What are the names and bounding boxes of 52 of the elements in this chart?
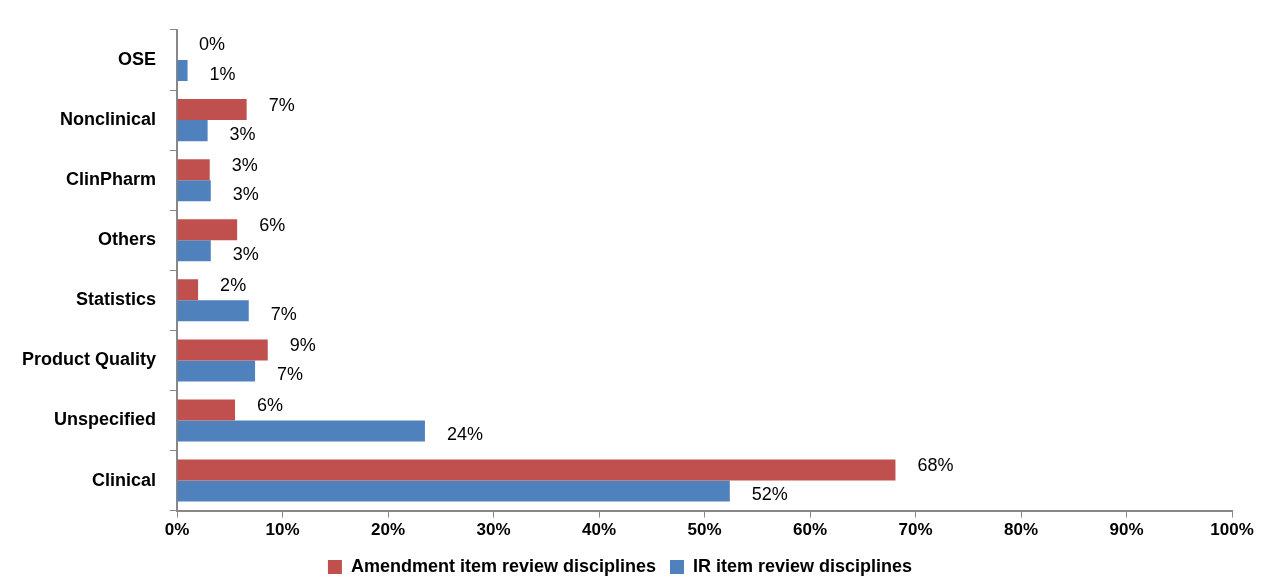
bar [177, 399, 236, 421]
x-tick-label: 10% [265, 520, 300, 540]
data-label: 3% [229, 123, 256, 144]
data-label: 3% [232, 183, 259, 204]
bar [177, 300, 249, 322]
bar [177, 240, 211, 262]
data-label: 6% [257, 394, 284, 415]
x-tick-label: 40% [581, 520, 617, 540]
data-label: 1% [209, 63, 236, 84]
data-label: 7% [270, 303, 297, 324]
data-label: 52% [751, 484, 788, 505]
bar [177, 99, 247, 121]
x-tick-label: 20% [371, 520, 406, 540]
y-tick-label: Others [97, 229, 157, 250]
x-tick-label: 0% [164, 520, 190, 540]
x-tick-label: 30% [476, 520, 511, 540]
data-label: 6% [259, 214, 286, 235]
y-tick-label: Product Quality [22, 349, 157, 370]
x-tick-label: 50% [687, 520, 722, 540]
data-label: 7% [268, 94, 295, 115]
x-tick-label: 70% [898, 520, 933, 540]
x-tick-label: 80% [1003, 520, 1039, 540]
data-label: 9% [289, 334, 316, 355]
y-tick-label: Statistics [75, 289, 157, 310]
x-tick-label: 90% [1109, 520, 1144, 540]
bar [177, 120, 208, 142]
data-label: 68% [917, 455, 954, 476]
data-label: 2% [220, 274, 247, 295]
bar [177, 339, 268, 361]
legend-label: IR item review disciplines [693, 555, 913, 576]
data-label: 7% [277, 363, 304, 384]
y-tick-label: Unspecified [53, 409, 157, 430]
bar [177, 180, 211, 202]
y-tick-label: OSE [118, 49, 157, 70]
data-label: 0% [199, 34, 226, 55]
x-tick-label: 100% [1210, 520, 1254, 540]
bar [177, 159, 210, 181]
bar [177, 459, 896, 481]
bar [177, 279, 199, 301]
y-tick-label: Nonclinical [59, 109, 157, 130]
data-label: 24% [446, 423, 483, 444]
legend-label: Amendment item review disciplines [350, 555, 657, 576]
bar [177, 480, 730, 502]
data-label: 3% [232, 243, 259, 264]
y-tick-label: ClinPharm [65, 169, 157, 190]
x-tick-label: 60% [792, 520, 828, 540]
bar [177, 219, 238, 241]
y-tick-label: Clinical [91, 469, 157, 490]
bar [177, 60, 188, 82]
data-label: 3% [231, 154, 258, 175]
bar [177, 360, 256, 382]
bar [177, 420, 425, 442]
